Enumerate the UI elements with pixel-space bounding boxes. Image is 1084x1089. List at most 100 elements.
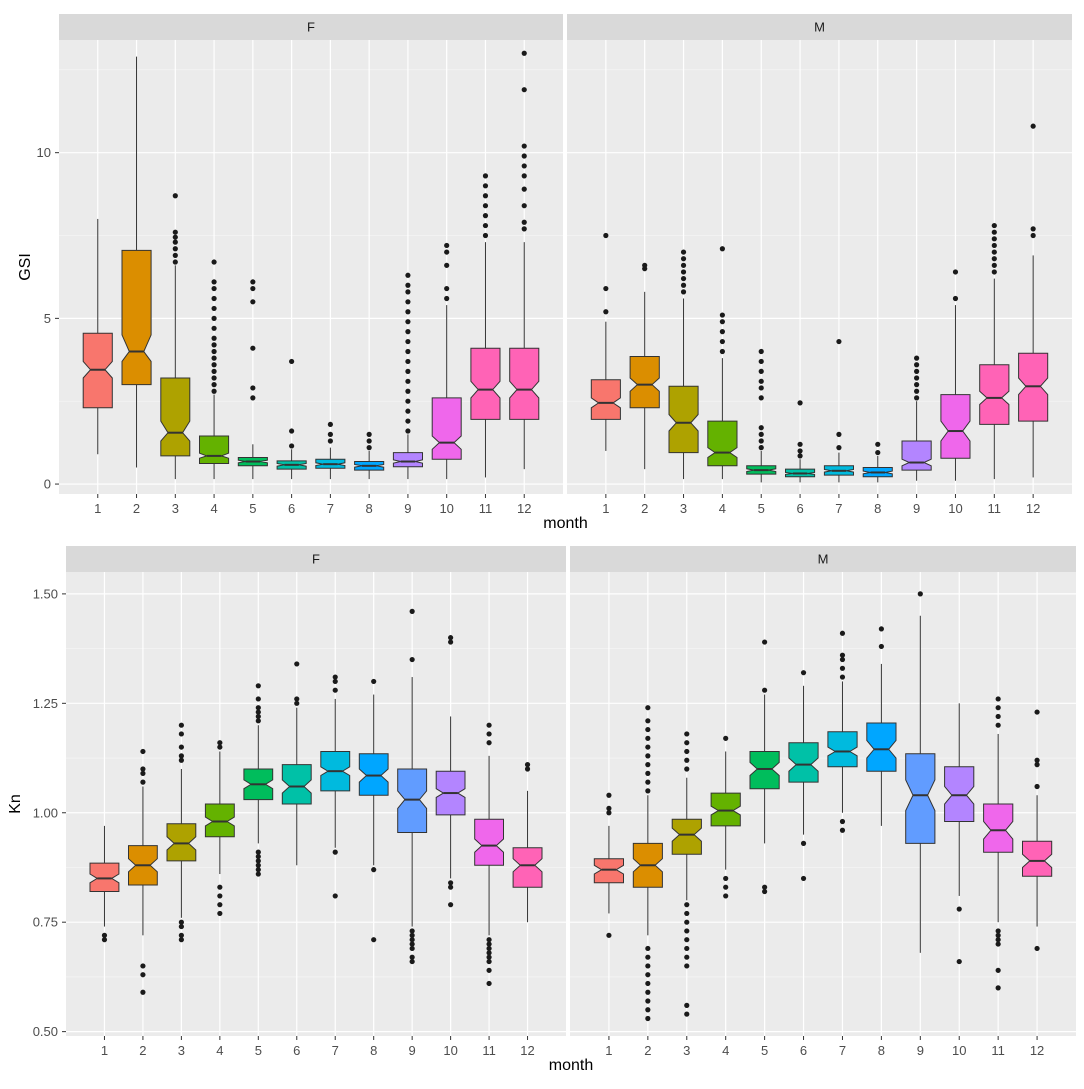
outlier-point (405, 418, 411, 424)
outlier-point (486, 945, 492, 952)
x-tick-label: 4 (210, 501, 217, 516)
box-body (474, 818, 504, 866)
x-tick-label: 7 (839, 1043, 846, 1058)
box-body (204, 803, 235, 838)
outlier-point (482, 222, 489, 229)
y-tick-label: 0.75 (33, 915, 58, 930)
outlier-point (444, 295, 450, 302)
x-tick-label: 4 (719, 501, 726, 516)
box-month-11: 11 (470, 173, 501, 516)
outlier-point (645, 1007, 651, 1013)
outlier-point (448, 639, 454, 645)
box-month-3: 3 (668, 249, 699, 516)
box-body (901, 440, 932, 471)
outlier-point (1034, 709, 1040, 715)
outlier-point (250, 285, 256, 292)
outlier-point (409, 928, 415, 934)
x-tick-label: 1 (602, 501, 609, 516)
outlier-point (684, 928, 690, 934)
outlier-point (409, 932, 415, 938)
x-tick-label: 10 (443, 1043, 457, 1058)
x-tick-label: 5 (249, 501, 256, 516)
outlier-point (486, 954, 492, 960)
outlier-point (289, 358, 295, 365)
outlier-point (521, 219, 527, 225)
box-body (668, 385, 699, 454)
outlier-point (521, 173, 527, 179)
outlier-point (482, 232, 489, 239)
y-tick-label: 0.50 (33, 1024, 58, 1039)
outlier-point (995, 722, 1001, 728)
outlier-point (758, 348, 764, 355)
outlier-point (289, 443, 295, 449)
outlier-point (178, 731, 184, 737)
box-month-5: 5 (746, 348, 777, 516)
outlier-point (211, 259, 217, 265)
outlier-point (405, 299, 411, 305)
outlier-point (878, 626, 884, 632)
box-month-9: 9 (901, 355, 932, 516)
box-month-8: 8 (866, 626, 897, 1058)
outlier-point (405, 329, 411, 335)
x-tick-label: 3 (680, 501, 687, 516)
x-tick-label: 11 (991, 1043, 1005, 1058)
outlier-point (366, 445, 372, 451)
outlier-point (762, 687, 768, 693)
outlier-point (645, 945, 651, 952)
y-tick-label: 1.50 (33, 586, 58, 601)
outlier-point (680, 262, 687, 268)
x-tick-label: 11 (479, 501, 493, 516)
outlier-point (606, 810, 612, 816)
outlier-point (217, 910, 223, 917)
outlier-point (995, 696, 1001, 702)
outlier-point (172, 193, 178, 199)
outlier-point (684, 731, 690, 737)
box-month-10: 10 (431, 242, 462, 516)
facet-strip (567, 14, 1072, 40)
box-body (866, 722, 897, 772)
box-body (358, 753, 389, 796)
box-month-6: 6 (788, 670, 819, 1058)
outlier-point (409, 945, 415, 952)
facet-panel-M: M1 2 3 4 5 6 7 8 9 10 11 12 (567, 14, 1072, 516)
x-tick-label: 6 (800, 1043, 807, 1058)
y-tick-label: 10 (37, 145, 51, 160)
outlier-point (839, 652, 846, 658)
outlier-point (762, 884, 768, 890)
outlier-point (486, 740, 492, 746)
box-month-3: 3 (166, 722, 197, 1058)
outlier-point (444, 249, 450, 255)
outlier-point (405, 338, 411, 345)
outlier-point (405, 358, 411, 365)
outlier-point (800, 840, 807, 846)
x-tick-label: 2 (139, 1043, 146, 1058)
box-month-1: 1 (593, 792, 624, 1058)
outlier-point (211, 295, 217, 302)
outlier-point (839, 630, 846, 636)
outlier-point (255, 705, 261, 711)
outlier-point (524, 762, 531, 768)
facet-strip-label: F (312, 552, 320, 567)
outlier-point (250, 279, 256, 285)
outlier-point (172, 246, 178, 252)
box-month-8: 8 (862, 441, 893, 516)
outlier-point (797, 400, 803, 406)
x-tick-label: 10 (439, 501, 453, 516)
outlier-point (914, 355, 920, 361)
x-tick-label: 12 (1026, 501, 1040, 516)
outlier-point (482, 213, 489, 219)
outlier-point (991, 269, 997, 275)
x-tick-label: 12 (517, 501, 531, 516)
outlier-point (991, 222, 997, 229)
outlier-point (991, 236, 997, 242)
outlier-point (405, 378, 411, 384)
outlier-point (444, 285, 450, 292)
outlier-point (211, 335, 217, 341)
box-month-6: 6 (276, 358, 307, 516)
box-body (89, 862, 120, 892)
outlier-point (645, 718, 651, 724)
outlier-point (642, 262, 648, 268)
box-body (944, 766, 975, 822)
outlier-point (409, 954, 415, 960)
box-month-9: 9 (397, 608, 428, 1058)
